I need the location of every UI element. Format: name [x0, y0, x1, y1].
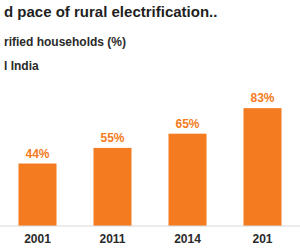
subtitle: rified households (%) — [4, 35, 126, 49]
chart-svg: d pace of rural electrification.. rified … — [0, 0, 300, 250]
bars — [19, 108, 282, 226]
x-tick-label: 2001 — [24, 232, 51, 246]
bar — [19, 164, 57, 226]
chart-root: d pace of rural electrification.. rified … — [0, 0, 300, 250]
legend-entry: l India — [4, 59, 39, 73]
title: d pace of rural electrification.. — [4, 3, 217, 20]
data-label: 65% — [175, 117, 199, 131]
data-label: 83% — [250, 91, 274, 105]
x-axis-line — [0, 226, 300, 227]
x-tick-label: 2011 — [99, 232, 125, 246]
data-label: 55% — [100, 131, 124, 145]
data-label: 44% — [25, 147, 49, 161]
x-tick-label: 2014 — [174, 232, 201, 246]
bar — [244, 108, 282, 226]
bar — [94, 148, 132, 226]
x-tick-label: 201 — [252, 232, 272, 246]
bar — [169, 134, 207, 226]
